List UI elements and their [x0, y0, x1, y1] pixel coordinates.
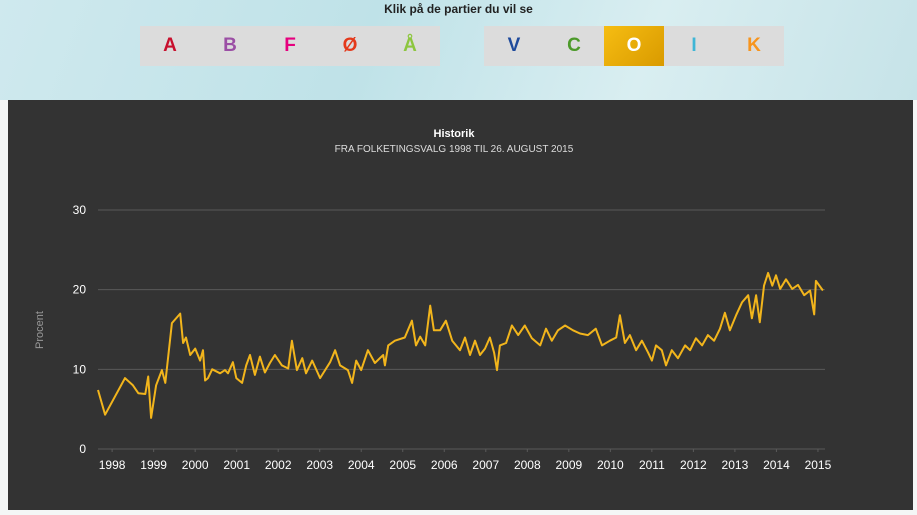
x-tick-label: 2003 — [306, 458, 333, 472]
party-button[interactable]: I — [691, 35, 697, 56]
party-button[interactable]: Ø — [342, 35, 358, 56]
chart: Historik FRA FOLKETINGSVALG 1998 TIL 26.… — [34, 128, 832, 472]
x-tick-label: 2006 — [431, 458, 458, 472]
chart-subtitle: FRA FOLKETINGSVALG 1998 TIL 26. AUGUST 2… — [335, 144, 574, 155]
party-button[interactable]: A — [163, 35, 177, 56]
x-tick-label: 2015 — [805, 458, 832, 472]
x-tick-label: 2010 — [597, 458, 624, 472]
x-tick-label: 2000 — [182, 458, 209, 472]
party-button[interactable]: O — [604, 26, 664, 66]
x-tick-label: 2001 — [223, 458, 250, 472]
y-tick-label: 20 — [73, 283, 87, 297]
x-tick-label: 2013 — [722, 458, 749, 472]
x-tick-label: 2012 — [680, 458, 707, 472]
y-axis-label: Procent — [34, 311, 46, 349]
x-tick-label: 2011 — [639, 458, 665, 472]
x-tick-label: 2004 — [348, 458, 375, 472]
x-tick-label: 2005 — [389, 458, 416, 472]
y-tick-label: 10 — [73, 362, 87, 376]
x-tick-label: 2008 — [514, 458, 541, 472]
party-button[interactable]: F — [284, 35, 296, 56]
chart-panel: Historik FRA FOLKETINGSVALG 1998 TIL 26.… — [8, 100, 913, 510]
party-button[interactable]: V — [507, 35, 521, 56]
party-button[interactable]: C — [567, 35, 581, 56]
header: Klik på de partier du vil se A B F Ø Å V C O I K — [0, 0, 917, 100]
party-button[interactable]: K — [747, 35, 761, 56]
chart-title: Historik — [434, 128, 476, 140]
y-tick-label: 0 — [79, 442, 86, 456]
x-tick-label: 2014 — [763, 458, 790, 472]
line-series — [97, 271, 824, 419]
party-button[interactable]: B — [223, 35, 237, 56]
y-tick-label: 30 — [73, 203, 87, 217]
x-tick-label: 1999 — [140, 458, 167, 472]
party-button[interactable]: Å — [403, 35, 417, 56]
x-tick-label: 2002 — [265, 458, 292, 472]
prompt: Klik på de partier du vil se — [384, 2, 533, 16]
x-tick-label: 1998 — [99, 458, 126, 472]
x-tick-label: 2009 — [555, 458, 582, 472]
x-tick-label: 2007 — [472, 458, 499, 472]
